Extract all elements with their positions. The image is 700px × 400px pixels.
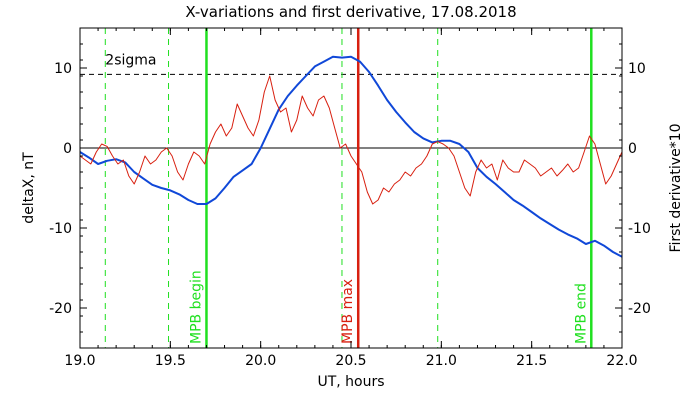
threshold-label: 2sigma [105, 52, 156, 68]
marker-label-2: MPB begin [188, 270, 204, 344]
x-axis-label: UT, hours [317, 374, 384, 390]
series-deltaX [79, 55, 623, 258]
x-tick-label-0: 19.0 [64, 353, 95, 369]
y-tick-label-right-2: 0 [628, 141, 637, 157]
y-tick-label-right-3: 10 [628, 61, 646, 77]
x-tick-label-2: 20.0 [245, 353, 276, 369]
y-tick-label-left-3: 10 [54, 61, 72, 77]
x-tick-label-3: 20.5 [335, 353, 366, 369]
marker-label-4: MPB max [340, 279, 356, 344]
y-axis-label-right: First derivative*10 [668, 123, 684, 252]
y-tick-label-left-1: -10 [49, 221, 72, 237]
x-tick-label-4: 21.0 [426, 353, 457, 369]
x-tick-label-5: 21.5 [516, 353, 547, 369]
x-tick-label-6: 22.0 [606, 353, 637, 369]
y-tick-label-left-2: 0 [63, 141, 72, 157]
y-axis-label-left: deltaX, nT [21, 152, 37, 224]
marker-label-6: MPB end [573, 283, 589, 344]
y-tick-label-right-0: -20 [628, 301, 651, 317]
series-derivative [79, 75, 623, 205]
x-tick-label-1: 19.5 [155, 353, 186, 369]
y-tick-label-left-0: -20 [49, 301, 72, 317]
chart-title: X-variations and first derivative, 17.08… [185, 3, 516, 21]
y-tick-label-right-1: -10 [628, 221, 651, 237]
